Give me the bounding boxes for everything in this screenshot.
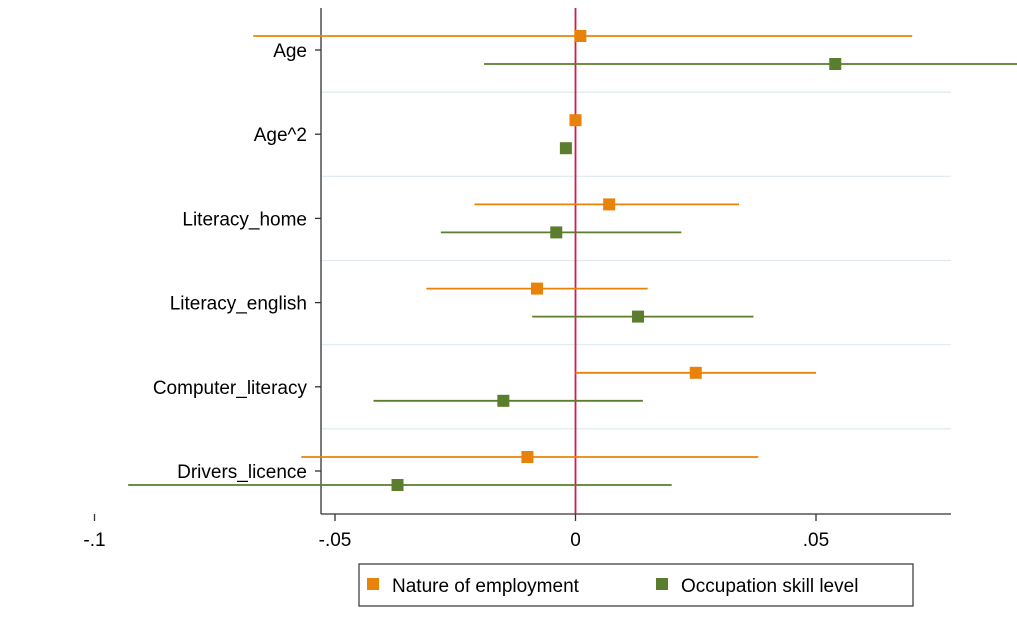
y-tick-label: Literacy_english bbox=[170, 294, 307, 315]
point-marker bbox=[569, 114, 582, 127]
x-tick-label: -.1 bbox=[83, 530, 105, 551]
point-marker bbox=[497, 394, 510, 407]
y-tick-label: Drivers_licence bbox=[177, 462, 307, 483]
point-marker bbox=[531, 282, 544, 295]
point-marker bbox=[574, 30, 587, 42]
point-marker bbox=[829, 58, 842, 70]
grid-lines bbox=[321, 91, 951, 430]
point-marker bbox=[632, 310, 645, 323]
point-marker bbox=[559, 142, 572, 155]
legend-label: Occupation skill level bbox=[681, 576, 858, 597]
plot-marks bbox=[128, 30, 1017, 491]
x-tick-label: -.05 bbox=[319, 530, 352, 551]
point-marker bbox=[689, 366, 702, 379]
legend-box bbox=[358, 563, 914, 607]
legend-swatch bbox=[367, 578, 379, 590]
axes: Age Age^2 Literacy_home Literacy_english Com… bbox=[83, 8, 951, 551]
y-tick-label: Computer_literacy bbox=[153, 378, 308, 399]
legend: Nature of employment Occupation skill lev… bbox=[358, 563, 914, 607]
x-tick-label: 0 bbox=[570, 530, 581, 551]
point-marker bbox=[550, 226, 563, 239]
legend-swatch bbox=[656, 578, 668, 590]
point-marker bbox=[521, 451, 534, 463]
x-tick-label: .05 bbox=[803, 530, 829, 551]
legend-label: Nature of employment bbox=[392, 576, 580, 597]
point-marker bbox=[603, 198, 616, 211]
y-tick-label: Age^2 bbox=[254, 125, 307, 146]
point-marker bbox=[391, 479, 404, 491]
y-tick-label: Literacy_home bbox=[182, 209, 307, 230]
y-tick-label: Age bbox=[273, 41, 307, 62]
